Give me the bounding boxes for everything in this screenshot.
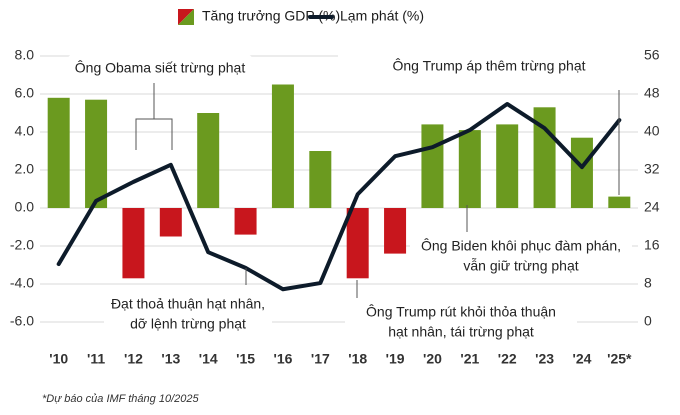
bar <box>271 84 294 208</box>
x-tick-label: '10 <box>49 351 68 367</box>
legend: Tăng trưởng GDP (%) Lạm phát (%) <box>178 8 424 25</box>
x-tick-label: '17 <box>311 351 330 367</box>
bar <box>47 97 70 208</box>
annotation: Ông Biden khôi phục đàm phán, <box>421 238 621 254</box>
y2-tick-label: 40 <box>644 123 660 139</box>
annotation: Ông Obama siết trừng phạt <box>75 60 246 76</box>
annotation: Ông Trump áp thêm trừng phạt <box>392 58 585 74</box>
y-tick-label: -6.0 <box>10 313 34 329</box>
line <box>56 101 622 292</box>
y-tick-label: -4.0 <box>10 275 34 291</box>
annotation: dỡ lệnh trừng phạt <box>130 316 246 332</box>
bar <box>421 124 444 208</box>
y2-tick-label: 0 <box>644 313 652 329</box>
connector <box>135 82 173 150</box>
bar <box>309 151 332 208</box>
marks <box>47 84 631 292</box>
x-tick-label: '21 <box>460 351 479 367</box>
y-tick-label: 0.0 <box>15 199 35 215</box>
bar <box>159 208 182 237</box>
y-tick-label: 2.0 <box>15 161 35 177</box>
legend-swatch <box>178 9 194 25</box>
x-tick-label: '23 <box>535 351 554 367</box>
x-tick-label: '24 <box>572 351 591 367</box>
bar <box>496 124 519 208</box>
x-tick-label: '14 <box>199 351 218 367</box>
x-tick-label: '11 <box>87 351 105 367</box>
y-tick-label: 8.0 <box>15 47 35 63</box>
bar <box>234 208 257 235</box>
annotation-box <box>410 232 632 282</box>
legend-label: Lạm phát (%) <box>340 8 424 24</box>
y-tick-label: 4.0 <box>15 123 35 139</box>
bar <box>384 208 407 254</box>
annotation: Ông Trump rút khỏi thỏa thuận <box>366 304 556 320</box>
x-tick-label: '25* <box>607 351 632 367</box>
y2-tick-label: 8 <box>644 275 652 291</box>
annotation-box <box>65 55 255 83</box>
y2-tick-label: 32 <box>644 161 660 177</box>
bar <box>608 196 631 208</box>
annotation-box <box>345 298 577 348</box>
y2-tick-label: 16 <box>644 237 660 253</box>
x-tick-label: '18 <box>348 351 367 367</box>
y-tick-label: -2.0 <box>10 237 34 253</box>
x-tick-label: '12 <box>124 351 143 367</box>
annotation: hạt nhân, tái trừng phạt <box>388 324 534 340</box>
footnote: *Dự báo của IMF tháng 10/2025 <box>42 393 199 405</box>
grid: -6.0 -4.0 -2.0 0.0 2.0 4.0 6.0 8.0 0 8 16 24 32 40 48 5… <box>10 47 660 367</box>
x-tick-label: '20 <box>423 351 442 367</box>
bar <box>85 99 108 208</box>
bar <box>197 113 220 208</box>
annotation-box <box>338 44 640 90</box>
bar <box>346 208 369 279</box>
legend-label: Tăng trưởng GDP (%) <box>202 8 340 24</box>
annotation: Đạt thoả thuận hạt nhân, <box>111 296 265 312</box>
x-tick-label: '19 <box>386 351 405 367</box>
y2-tick-label: 48 <box>644 85 660 101</box>
x-tick-label: '13 <box>161 351 180 367</box>
annotation: vẫn giữ trừng phạt <box>463 258 578 274</box>
y2-tick-label: 24 <box>644 199 660 215</box>
annotations: Ông Obama siết trừng phạt Ông Trump áp th… <box>65 44 640 348</box>
y-tick-label: 6.0 <box>15 85 35 101</box>
bar <box>458 130 481 208</box>
x-tick-label: '15 <box>236 351 255 367</box>
x-tick-label: '22 <box>498 351 517 367</box>
bar <box>570 137 593 208</box>
x-tick-label: '16 <box>273 351 292 367</box>
y2-tick-label: 56 <box>644 47 660 63</box>
annotation-box <box>104 285 272 345</box>
bar <box>122 208 145 279</box>
